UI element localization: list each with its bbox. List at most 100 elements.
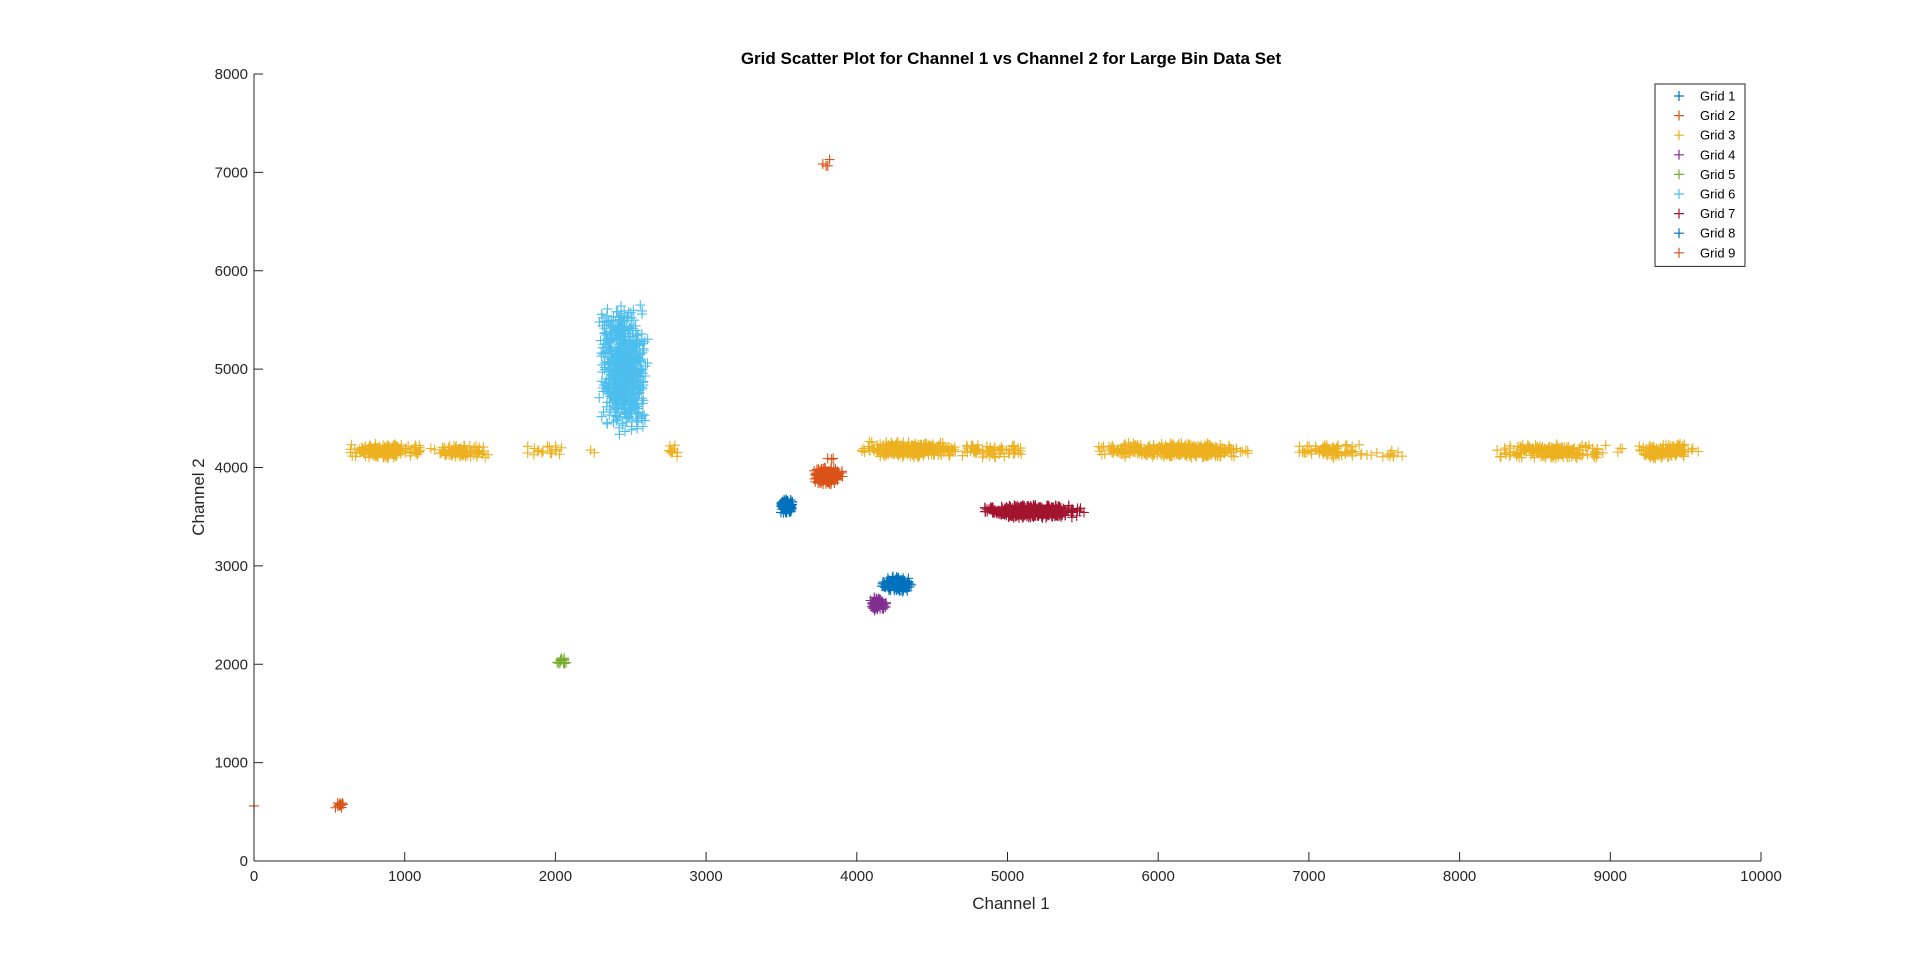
x-tick-label: 3000 bbox=[689, 868, 722, 885]
data-point bbox=[959, 445, 970, 456]
data-point bbox=[1306, 448, 1317, 459]
data-point bbox=[1098, 441, 1109, 452]
x-axis-label: Channel 1 bbox=[972, 894, 1050, 913]
data-point bbox=[1201, 447, 1212, 458]
data-point bbox=[1217, 442, 1228, 453]
data-point bbox=[330, 802, 341, 813]
data-point bbox=[627, 377, 638, 388]
data-point bbox=[598, 407, 609, 418]
data-point bbox=[943, 449, 954, 460]
data-point bbox=[414, 440, 425, 451]
data-point bbox=[544, 442, 555, 453]
data-point bbox=[921, 442, 932, 453]
data-point bbox=[1025, 512, 1036, 523]
data-point bbox=[1665, 449, 1676, 460]
data-point bbox=[623, 357, 634, 368]
data-point bbox=[1242, 448, 1253, 459]
data-point bbox=[1575, 442, 1586, 453]
data-point bbox=[1009, 448, 1020, 459]
data-point bbox=[379, 442, 390, 453]
data-point bbox=[625, 378, 636, 389]
data-point bbox=[824, 473, 835, 484]
data-point bbox=[628, 305, 639, 316]
data-point bbox=[1202, 445, 1213, 456]
series-7 bbox=[979, 499, 1089, 523]
data-point bbox=[1011, 506, 1022, 517]
data-point bbox=[394, 445, 405, 456]
data-point bbox=[778, 503, 789, 514]
series-9 bbox=[249, 154, 835, 813]
data-point bbox=[904, 579, 915, 590]
legend-box bbox=[1654, 83, 1746, 267]
data-point bbox=[522, 441, 533, 452]
data-point bbox=[624, 364, 635, 375]
data-point bbox=[881, 597, 892, 608]
data-point bbox=[1148, 449, 1159, 460]
series-5 bbox=[552, 653, 571, 669]
data-point bbox=[546, 446, 557, 457]
data-point bbox=[337, 797, 348, 808]
data-point bbox=[822, 160, 833, 171]
data-point bbox=[824, 154, 835, 165]
data-point bbox=[1671, 449, 1682, 460]
data-point bbox=[987, 446, 998, 457]
data-point bbox=[873, 443, 884, 454]
data-point bbox=[382, 447, 393, 458]
data-point bbox=[1678, 446, 1689, 457]
data-point bbox=[810, 469, 821, 480]
data-point bbox=[836, 467, 847, 478]
x-tick-label: 2000 bbox=[539, 868, 572, 885]
data-point bbox=[640, 370, 651, 381]
data-point bbox=[1237, 446, 1248, 457]
data-point bbox=[601, 310, 612, 321]
data-point bbox=[1166, 446, 1177, 457]
data-point bbox=[1053, 501, 1064, 512]
data-point bbox=[1591, 452, 1602, 463]
data-point bbox=[874, 444, 885, 455]
data-point bbox=[1105, 444, 1116, 455]
data-point bbox=[934, 443, 945, 454]
data-point bbox=[885, 580, 896, 591]
data-point bbox=[627, 325, 638, 336]
data-point bbox=[1646, 442, 1657, 453]
data-point bbox=[1524, 444, 1535, 455]
data-point bbox=[635, 349, 646, 360]
data-point bbox=[625, 323, 636, 334]
data-point bbox=[556, 653, 567, 664]
data-point bbox=[1636, 446, 1647, 457]
data-point bbox=[605, 343, 616, 354]
data-point bbox=[1180, 440, 1191, 451]
data-point bbox=[390, 450, 401, 461]
data-point bbox=[628, 393, 639, 404]
data-point bbox=[1067, 506, 1078, 517]
data-point bbox=[554, 449, 565, 460]
data-point bbox=[1012, 501, 1023, 512]
data-point bbox=[612, 365, 623, 376]
data-point bbox=[1388, 451, 1399, 462]
data-point bbox=[1340, 448, 1351, 459]
data-point bbox=[1141, 447, 1152, 458]
data-point bbox=[619, 400, 630, 411]
data-point bbox=[933, 449, 944, 460]
data-point bbox=[613, 356, 624, 367]
data-point bbox=[620, 329, 631, 340]
data-point bbox=[1655, 443, 1666, 454]
data-point bbox=[607, 383, 618, 394]
data-point bbox=[536, 447, 547, 458]
data-point bbox=[632, 413, 643, 424]
data-point bbox=[962, 447, 973, 458]
data-point bbox=[623, 312, 634, 323]
data-point bbox=[634, 387, 645, 398]
data-point bbox=[628, 350, 639, 361]
data-point bbox=[1223, 442, 1234, 453]
data-point bbox=[1653, 450, 1664, 461]
data-point bbox=[1543, 444, 1554, 455]
data-point bbox=[623, 307, 634, 318]
data-point bbox=[615, 350, 626, 361]
data-point bbox=[635, 300, 646, 311]
data-point bbox=[465, 446, 476, 457]
data-point bbox=[979, 502, 990, 513]
data-point bbox=[619, 381, 630, 392]
data-point bbox=[609, 406, 620, 417]
legend-marker bbox=[1674, 208, 1684, 219]
